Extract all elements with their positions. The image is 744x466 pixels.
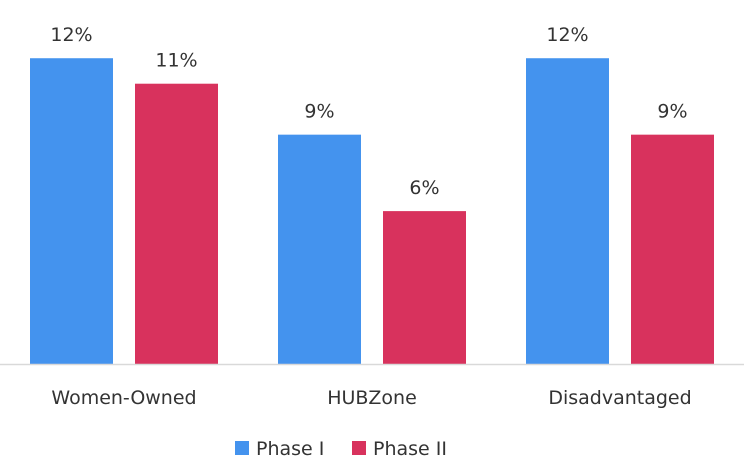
x-axis-labels: Women-Owned HUBZone Disadvantaged — [51, 387, 691, 409]
legend-label-phase-ii: Phase II — [373, 438, 447, 460]
bar-hubzone-phase-i — [278, 134, 361, 364]
bars-layer: 12% 11% 9% 6% 12% 9% — [30, 24, 714, 364]
x-tick-label-women-owned: Women-Owned — [51, 387, 196, 409]
x-tick-label-hubzone: HUBZone — [327, 387, 417, 409]
legend-label-phase-i: Phase I — [256, 438, 324, 460]
data-label-disadvantaged-phase-i: 12% — [546, 24, 588, 46]
bar-women-owned-phase-i — [30, 58, 113, 364]
data-label-disadvantaged-phase-ii: 9% — [657, 101, 687, 123]
legend-swatch-phase-ii — [352, 441, 366, 455]
x-tick-label-disadvantaged: Disadvantaged — [548, 387, 691, 409]
data-label-hubzone-phase-i: 9% — [304, 101, 334, 123]
data-label-women-owned-phase-i: 12% — [50, 24, 92, 46]
data-label-hubzone-phase-ii: 6% — [409, 177, 439, 199]
bar-disadvantaged-phase-i — [526, 58, 609, 364]
legend-swatch-phase-i — [235, 441, 249, 455]
bar-disadvantaged-phase-ii — [631, 134, 714, 364]
bar-women-owned-phase-ii — [135, 83, 218, 364]
legend: Phase I Phase II — [235, 438, 447, 460]
data-label-women-owned-phase-ii: 11% — [155, 50, 197, 72]
bar-hubzone-phase-ii — [383, 211, 466, 364]
